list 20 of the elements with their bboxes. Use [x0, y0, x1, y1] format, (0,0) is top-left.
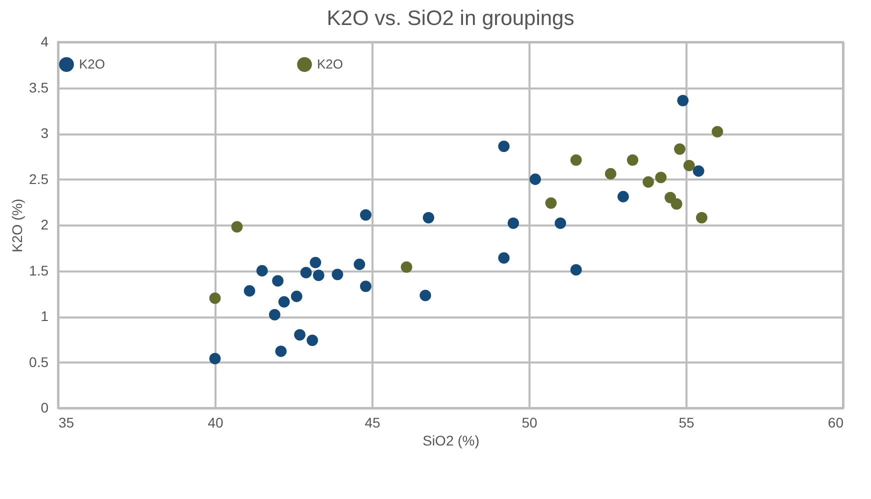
x-tick-label: 50	[522, 414, 538, 430]
y-tick-label: 4	[40, 34, 49, 50]
legend-label: K2O	[79, 56, 106, 72]
y-tick-label: 3.5	[29, 79, 49, 96]
x-tick-label: 45	[364, 414, 380, 430]
y-tick-label: 0	[40, 400, 49, 416]
y-tick-label: 3	[40, 125, 49, 141]
y-tick-label: 2	[40, 216, 49, 232]
y-tick-label: 1	[40, 308, 49, 324]
chart-title: K2O vs. SiO2 in groupings	[326, 7, 574, 30]
y-tick-label: 2.5	[29, 170, 49, 187]
y-axis-title: K2O (%)	[9, 198, 26, 252]
x-axis-title: SiO2 (%)	[422, 432, 480, 448]
y-tick-label: 0.5	[29, 354, 49, 370]
x-tick-label: 55	[678, 414, 694, 430]
legend-label: K2O	[317, 56, 344, 72]
x-tick-label: 35	[58, 414, 74, 430]
y-tick-label: 1.5	[29, 262, 49, 278]
x-tick-label: 40	[208, 414, 224, 430]
x-tick-label: 60	[828, 414, 844, 430]
